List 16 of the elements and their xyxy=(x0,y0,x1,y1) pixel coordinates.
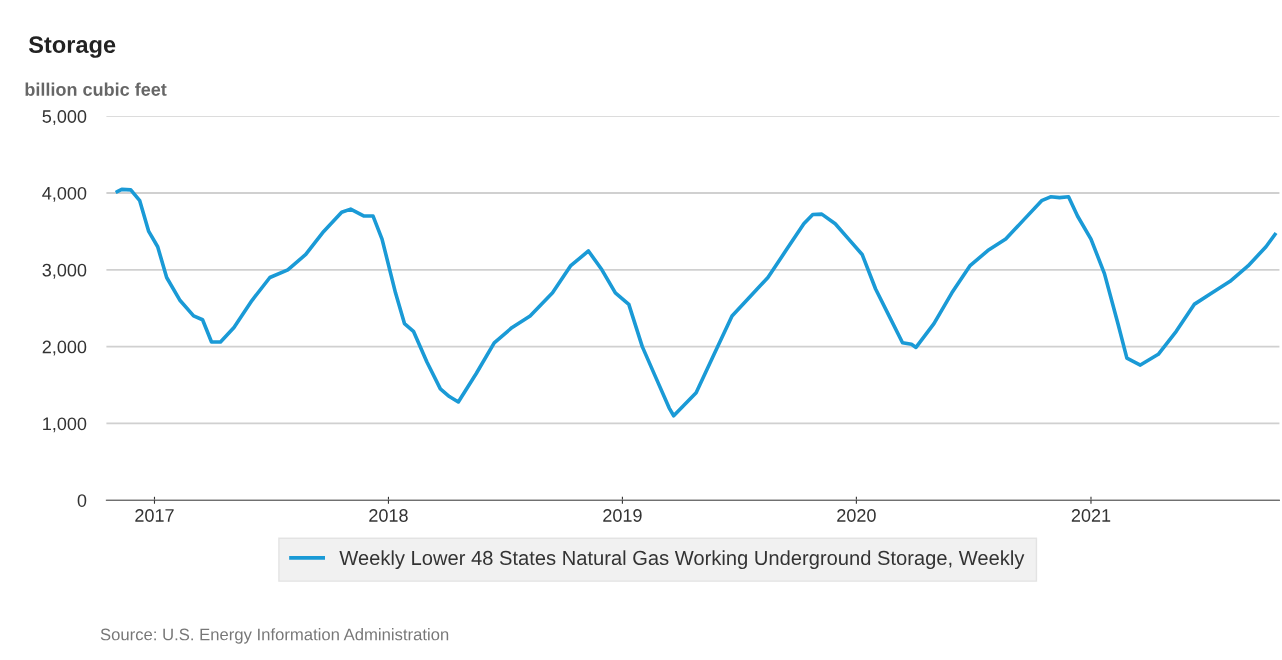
source-note: Source: U.S. Energy Information Administration xyxy=(100,628,449,644)
y-tick-label: 3,000 xyxy=(42,263,87,279)
y-tick-label: 2,000 xyxy=(42,340,87,356)
chart-title: Storage xyxy=(28,36,116,58)
legend-label: Weekly Lower 48 States Natural Gas Working Underground Storage, Weekly xyxy=(339,550,1025,570)
x-tick-label: 2018 xyxy=(369,509,408,522)
y-axis-title: billion cubic feet xyxy=(25,82,167,96)
x-tick-label: 2020 xyxy=(837,509,876,522)
x-tick-label: 2021 xyxy=(1071,509,1111,522)
x-tick-label: 2017 xyxy=(135,509,174,522)
y-tick-label: 4,000 xyxy=(42,186,87,202)
y-tick-label: 0 xyxy=(77,494,87,507)
y-tick-label: 1,000 xyxy=(43,417,87,433)
x-tick-label: 2019 xyxy=(603,509,642,522)
y-tick-label: 5,000 xyxy=(42,110,87,126)
line-series xyxy=(115,187,1277,418)
